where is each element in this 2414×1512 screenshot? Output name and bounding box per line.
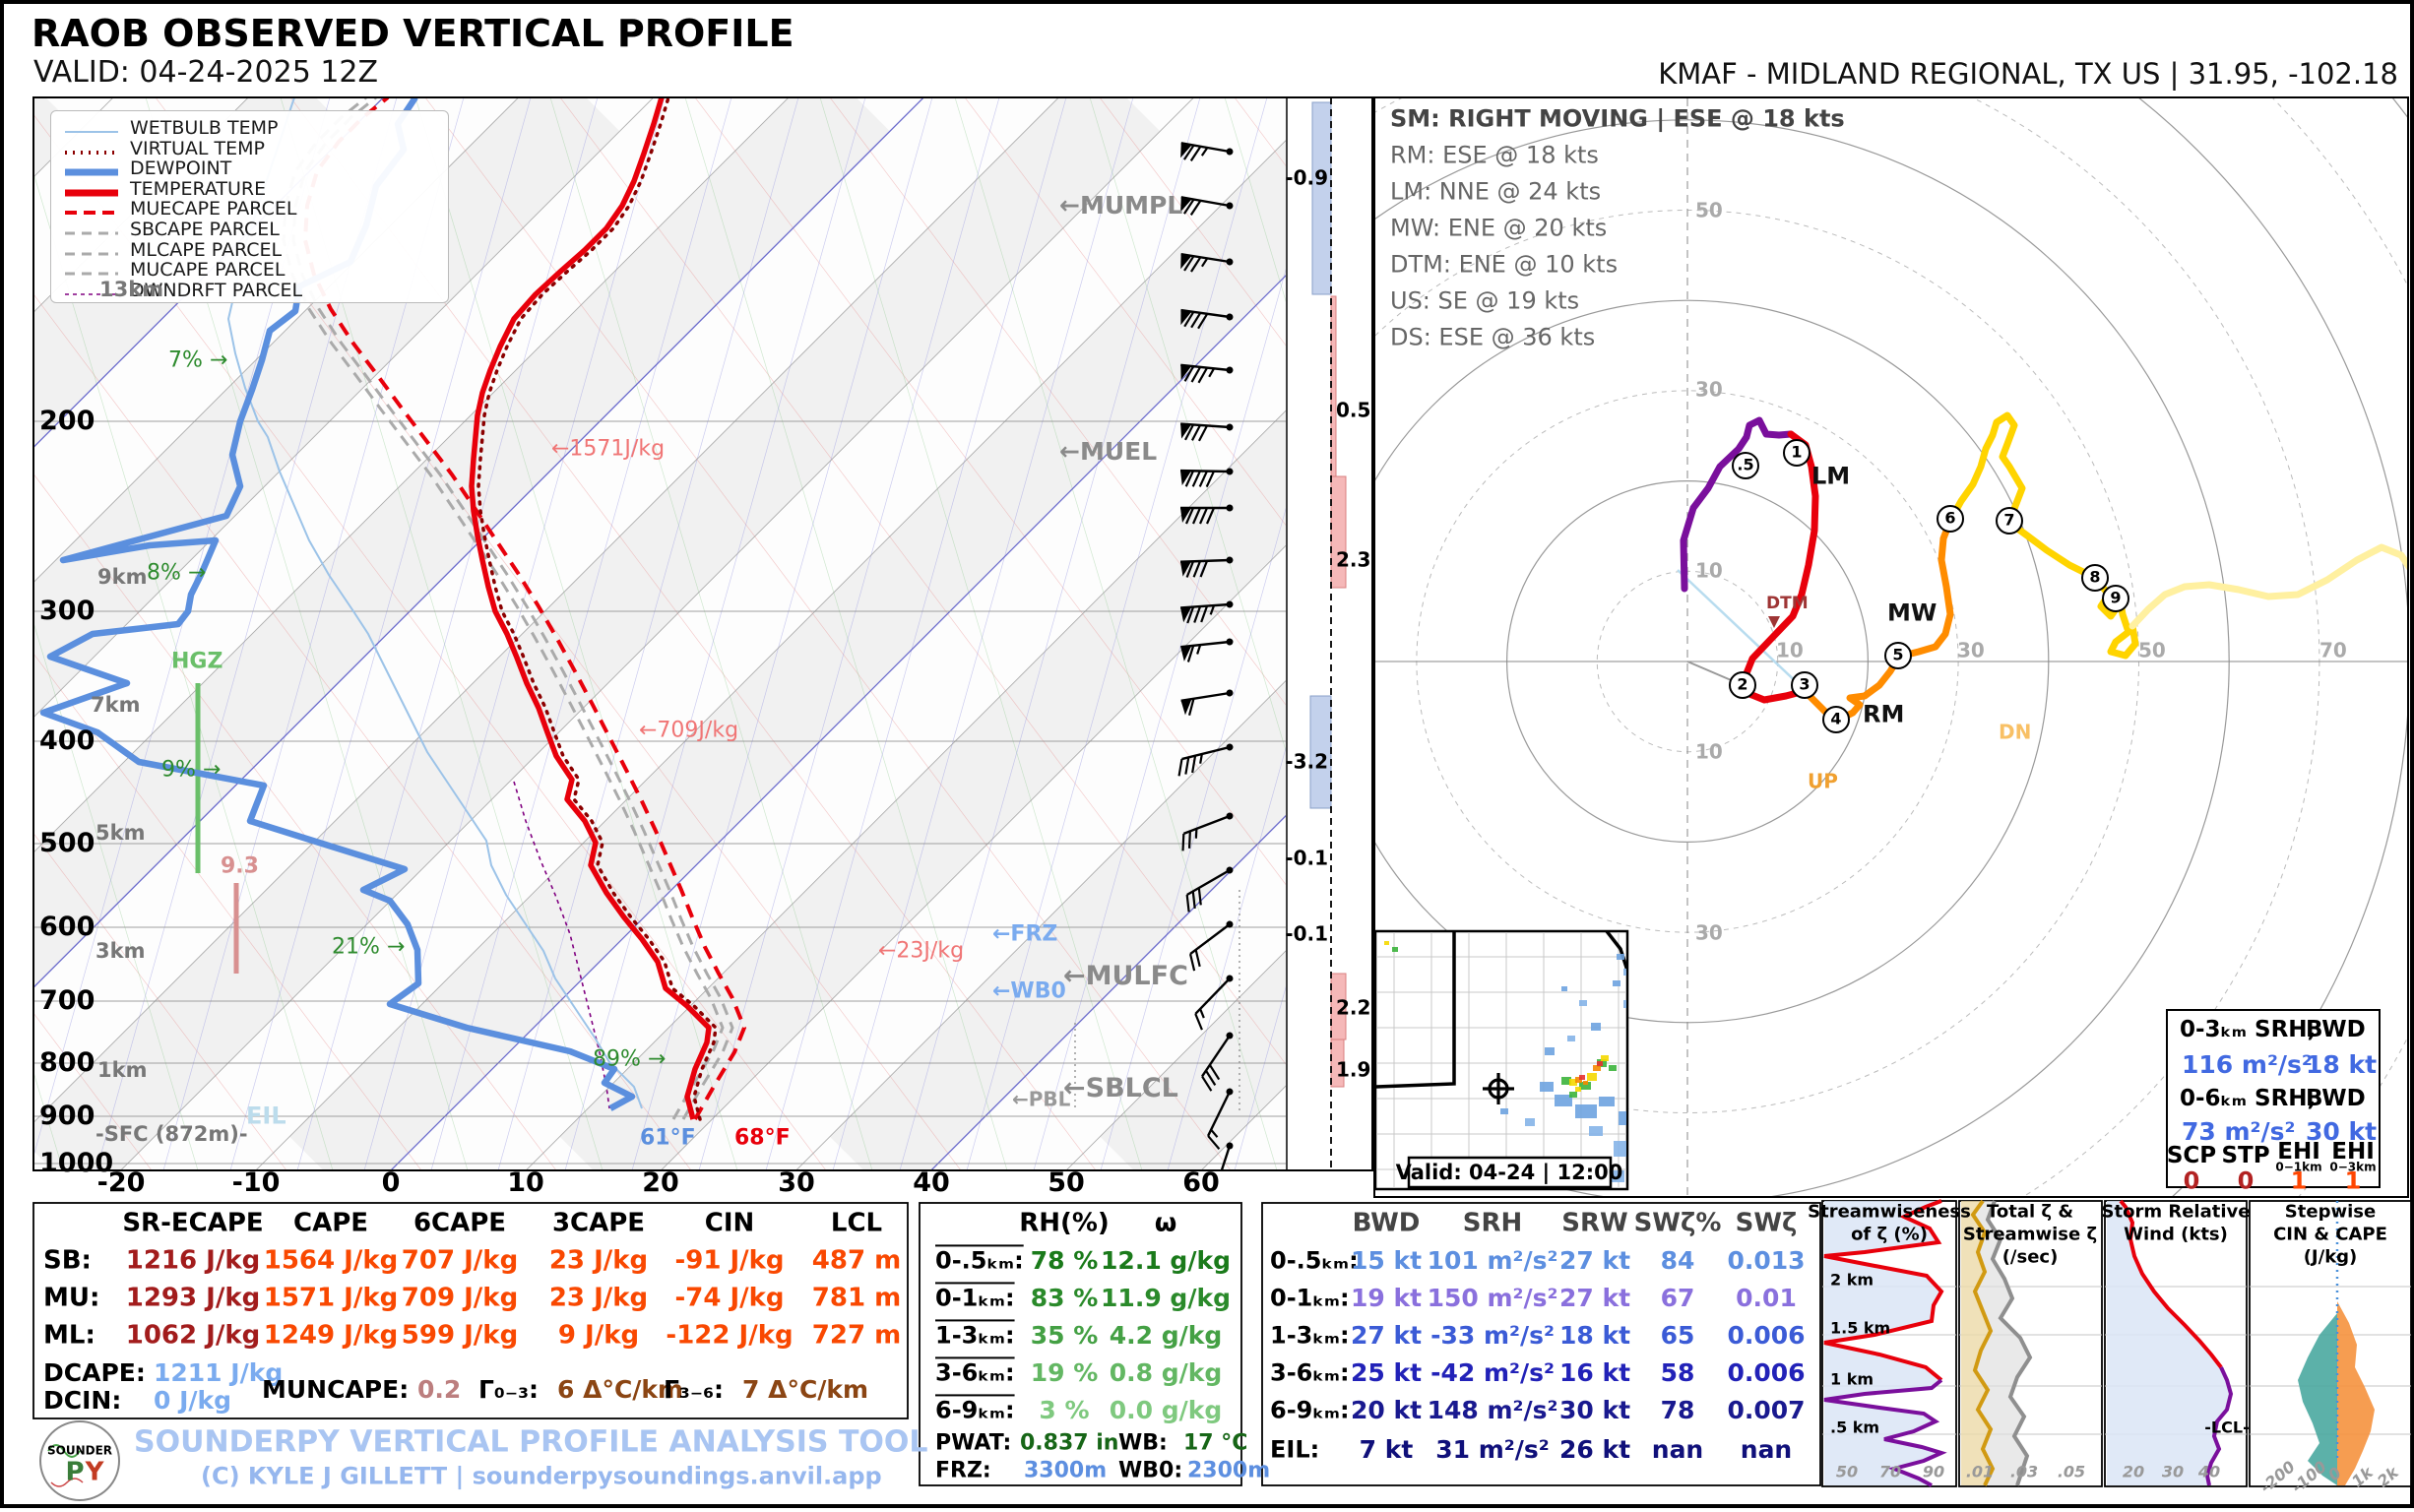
hodo-height-marker — [2081, 564, 2109, 592]
wind-barb — [1180, 363, 1234, 384]
hodo-height-marker — [1783, 439, 1810, 467]
valid-time-label: VALID: 04-24-2025 12Z — [33, 55, 379, 90]
streamwiseness-curve-lower — [1823, 1378, 1947, 1487]
legend-item-label: TEMPERATURE — [130, 177, 267, 200]
wind-barb — [1180, 142, 1234, 161]
station-label: KMAF - MIDLAND REGIONAL, TX US | 31.95, … — [1658, 57, 2398, 91]
thermo-panel — [32, 1202, 909, 1419]
stepwise-cin-area — [2298, 1313, 2337, 1485]
wind-barb — [1180, 600, 1234, 624]
virtual-temp-curve — [476, 98, 718, 1121]
wind-barb — [1185, 866, 1234, 913]
hodo-height-marker — [1884, 642, 1912, 669]
skewt-frame — [32, 96, 1373, 1171]
hodo-height-marker — [1937, 505, 1964, 533]
legend-item: MUCAPE PARCEL — [51, 259, 448, 282]
hodograph-trace-gold — [1946, 411, 2139, 660]
srw-curve-lower — [2204, 1366, 2234, 1486]
wind-barb — [1180, 308, 1234, 330]
legend-item-label: MUCAPE PARCEL — [130, 259, 286, 282]
kinematics-panel — [1261, 1202, 1821, 1486]
streamwise-vorticity-curve — [1970, 1199, 1996, 1486]
srh-info-box — [2166, 1009, 2381, 1188]
page-title: RAOB OBSERVED VERTICAL PROFILE — [32, 12, 794, 55]
hodograph-plot — [1375, 98, 2407, 1196]
hodograph-trace-purple — [1680, 416, 1795, 593]
legend-item: TEMPERATURE — [51, 177, 448, 200]
hodograph-trace-pale — [2128, 543, 2407, 630]
wind-barb — [1194, 975, 1234, 1031]
wind-barb — [1177, 743, 1234, 777]
legend-item-label: WETBULB TEMP — [130, 117, 279, 139]
wind-barbs — [1177, 142, 1234, 1169]
dwndrft-parcel-curve — [513, 781, 610, 1109]
stepwise-cape-area — [2337, 1301, 2375, 1485]
skewt-plot — [34, 98, 1286, 1169]
legend-item: DWNDRFT PARCEL — [51, 279, 448, 301]
streamwiseness-curve-upper — [1823, 1199, 1944, 1382]
wind-barb — [1180, 504, 1234, 525]
temperature-curve — [469, 98, 712, 1120]
legend-item: VIRTUAL TEMP — [51, 137, 448, 159]
dewpoint-curve — [39, 98, 636, 1111]
legend-item: WETBULB TEMP — [51, 117, 448, 139]
hodo-height-marker — [1791, 671, 1818, 699]
omega-strip — [1309, 98, 1347, 1169]
wind-barb — [1180, 422, 1234, 442]
legend-item-label: VIRTUAL TEMP — [130, 137, 266, 159]
hodo-height-marker — [1822, 706, 1850, 733]
legend-item-label: MLCAPE PARCEL — [130, 238, 283, 261]
legend-item-label: MUECAPE PARCEL — [130, 198, 297, 220]
wind-barb — [1181, 812, 1234, 851]
radar-map — [1373, 929, 1629, 1191]
wind-barb — [1180, 252, 1234, 273]
hodo-height-marker — [1729, 671, 1756, 699]
legend-item: SBCAPE PARCEL — [51, 219, 448, 240]
legend-item-label: SBCAPE PARCEL — [130, 219, 280, 240]
dtm-marker — [1768, 616, 1780, 628]
wind-barb — [1180, 689, 1234, 716]
plot-canvas — [32, 96, 2412, 1501]
legend-item-label: DWNDRFT PARCEL — [130, 279, 303, 301]
wind-barb — [1179, 468, 1234, 488]
legend-item: MUECAPE PARCEL — [51, 198, 448, 220]
total-vorticity-curve — [1985, 1200, 2033, 1486]
moisture-panel — [919, 1202, 1242, 1486]
hodo-height-marker — [2102, 585, 2129, 612]
hodo-height-marker — [1732, 452, 1759, 479]
wind-barb — [1188, 920, 1234, 972]
legend: WETBULB TEMP VIRTUAL TEMP DEWPOINT TEMPERAT… — [50, 110, 449, 303]
sounderpy-logo — [39, 1420, 120, 1501]
srw-curve-upper — [2119, 1199, 2223, 1369]
wind-barb — [1180, 196, 1234, 216]
wind-barb — [1179, 556, 1234, 578]
map-valid-box — [1407, 1156, 1613, 1189]
legend-item-label: DEWPOINT — [130, 158, 232, 180]
wind-barb — [1180, 638, 1234, 662]
wind-barb — [1201, 1032, 1234, 1092]
wind-barb — [1207, 1088, 1234, 1150]
hodo-height-marker — [1996, 507, 2023, 535]
wind-barb — [1213, 1142, 1234, 1169]
hodograph-trace-red — [1739, 430, 1819, 704]
legend-item: DEWPOINT — [51, 158, 448, 180]
legend-item: MLCAPE PARCEL — [51, 238, 448, 261]
muecape-parcel-curve — [302, 98, 747, 1120]
